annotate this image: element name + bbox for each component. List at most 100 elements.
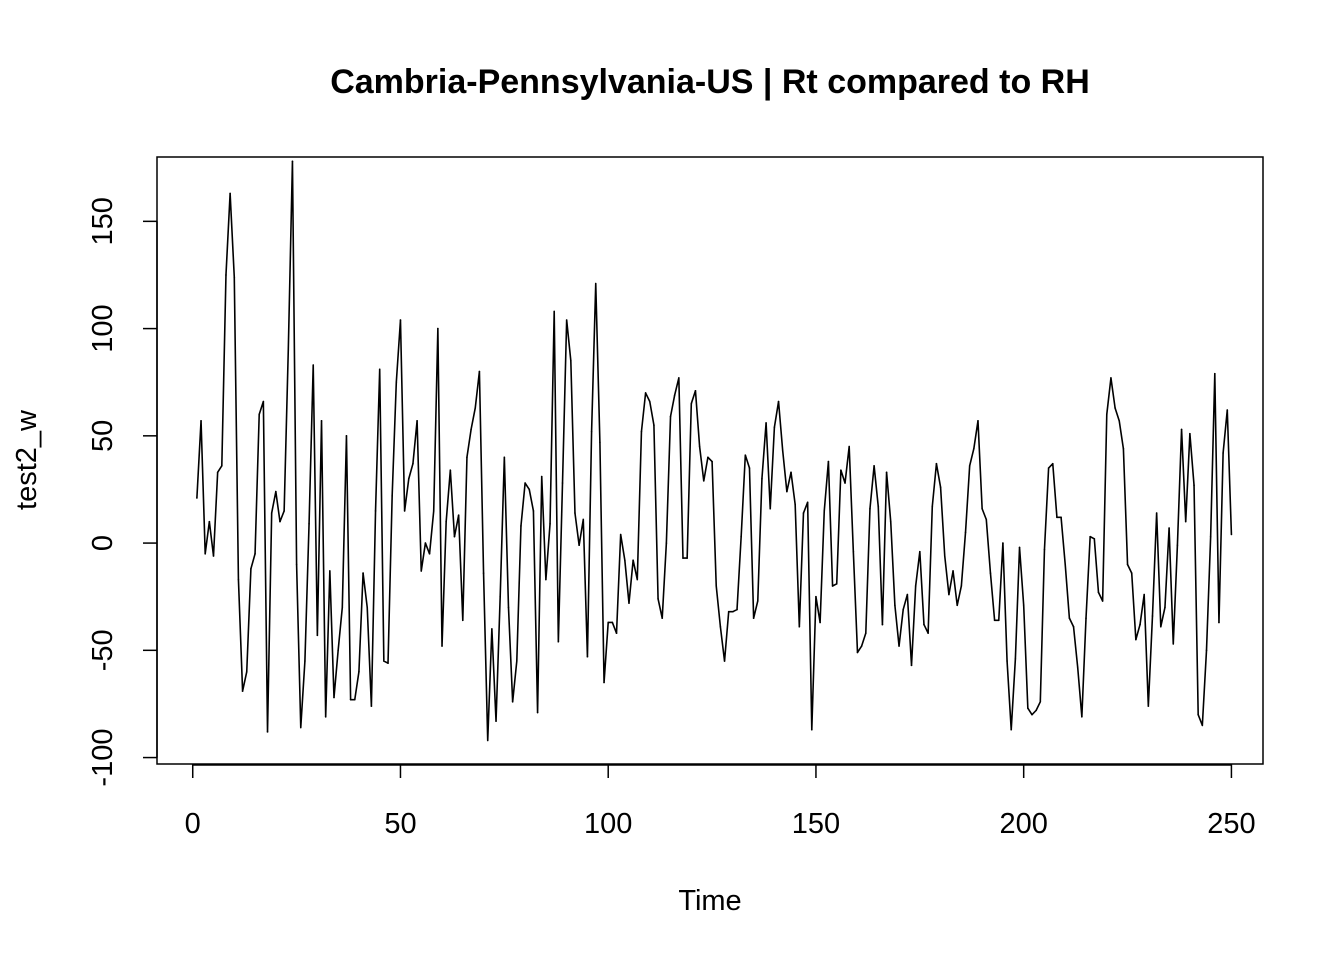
x-tick-label: 100 — [584, 808, 632, 840]
data-point — [894, 604, 896, 607]
data-point — [254, 553, 256, 555]
data-point — [225, 274, 227, 276]
data-point — [1214, 372, 1216, 375]
data-point — [1051, 462, 1054, 465]
data-point — [923, 623, 925, 626]
data-point — [715, 585, 718, 587]
data-point — [669, 415, 672, 418]
data-point — [424, 542, 427, 544]
data-point — [740, 535, 742, 538]
data-point — [266, 731, 269, 733]
data-point — [948, 593, 950, 596]
data-point — [831, 585, 834, 587]
data-point — [678, 377, 680, 379]
data-point — [1081, 716, 1083, 718]
y-tick-label: 0 — [87, 535, 119, 551]
series-line — [196, 160, 1233, 742]
data-point — [482, 572, 485, 574]
data-point — [1043, 548, 1046, 551]
data-point — [607, 621, 610, 624]
data-point — [1118, 420, 1121, 422]
data-point — [611, 621, 614, 624]
data-point — [819, 621, 821, 624]
data-point — [1184, 520, 1187, 523]
data-point — [686, 557, 688, 559]
chart-title: Cambria-Pennsylvania-US | Rt compared to… — [330, 63, 1090, 101]
data-point — [258, 413, 261, 416]
data-point — [1230, 533, 1233, 536]
data-point — [208, 520, 211, 523]
data-point — [844, 482, 846, 484]
data-point — [291, 160, 294, 163]
data-point — [416, 420, 418, 422]
data-point — [1031, 713, 1033, 716]
data-point — [1110, 377, 1112, 379]
data-point — [1072, 625, 1075, 628]
data-point — [212, 555, 215, 557]
data-point — [636, 578, 639, 581]
data-point — [540, 475, 543, 478]
data-point — [250, 568, 252, 570]
data-point — [790, 471, 792, 474]
data-point — [898, 645, 900, 647]
x-tick-label: 250 — [1207, 808, 1255, 840]
data-point — [204, 553, 206, 555]
data-point — [200, 420, 202, 422]
data-point — [702, 480, 705, 482]
data-point — [644, 392, 647, 394]
data-point — [852, 550, 855, 553]
data-point — [553, 310, 555, 313]
data-point — [241, 690, 244, 692]
data-point — [885, 471, 888, 474]
data-point — [835, 583, 838, 585]
data-point — [1014, 658, 1017, 660]
data-point — [491, 628, 493, 630]
data-point — [698, 445, 701, 448]
data-point — [391, 495, 393, 497]
data-point — [428, 553, 431, 555]
data-point — [769, 507, 772, 510]
data-point — [1180, 428, 1183, 431]
data-point — [308, 522, 310, 525]
data-point — [648, 400, 651, 403]
data-point — [977, 420, 979, 422]
data-point — [312, 364, 315, 366]
data-point — [619, 533, 622, 536]
data-point — [823, 510, 826, 512]
data-point — [615, 632, 618, 634]
data-point — [1064, 563, 1067, 566]
data-point — [582, 518, 585, 521]
data-point — [245, 670, 248, 673]
data-point — [461, 619, 464, 622]
data-point — [420, 570, 423, 572]
data-point — [1209, 535, 1212, 538]
data-point — [466, 456, 468, 459]
data-point — [449, 469, 452, 471]
data-point — [545, 578, 547, 581]
data-point — [407, 477, 410, 480]
data-point — [960, 585, 963, 587]
data-point — [528, 488, 531, 491]
data-point — [495, 720, 497, 722]
data-point — [516, 660, 518, 662]
data-point — [1089, 535, 1091, 538]
data-point — [536, 711, 539, 714]
data-point — [524, 482, 526, 484]
data-point — [628, 602, 630, 604]
data-point — [395, 381, 398, 384]
data-point — [196, 497, 198, 499]
data-point — [910, 664, 913, 667]
data-point — [333, 696, 335, 699]
data-point — [549, 522, 551, 525]
data-point — [632, 559, 634, 562]
data-point — [399, 319, 402, 321]
y-tick-label: 50 — [87, 420, 119, 452]
data-point — [1159, 625, 1162, 628]
data-point — [765, 422, 767, 424]
data-point — [470, 428, 472, 431]
data-point — [457, 514, 460, 516]
data-point — [935, 462, 938, 465]
data-point — [711, 460, 713, 463]
x-tick-label: 0 — [185, 808, 201, 840]
data-point — [378, 368, 381, 371]
